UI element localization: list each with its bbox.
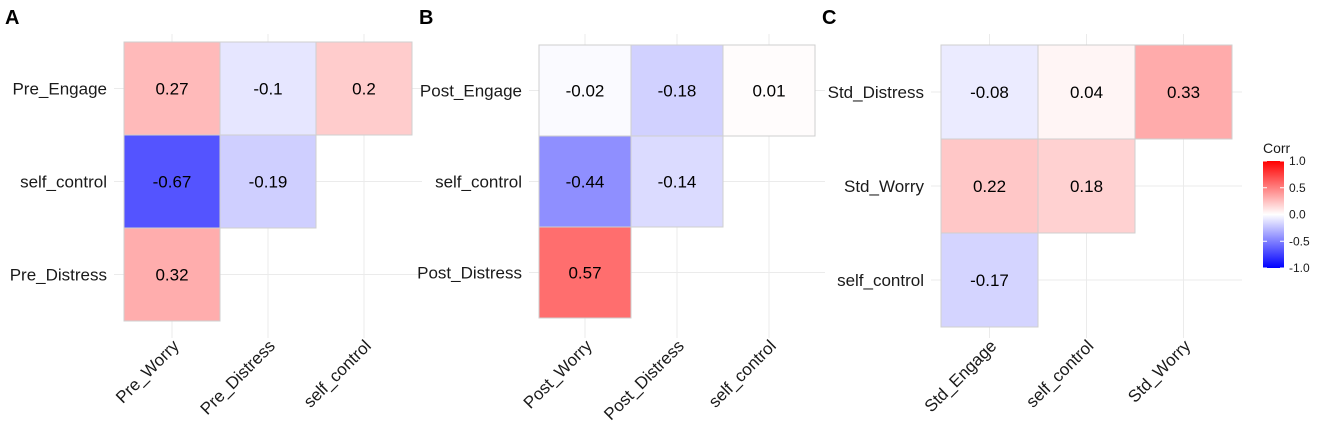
cell-value-label: -0.08 <box>970 83 1009 102</box>
y-axis-label: Pre_Distress <box>10 266 107 285</box>
cell-value-label: -0.67 <box>153 173 192 192</box>
legend-tick-label: 1.0 <box>1289 154 1306 168</box>
x-axis-label: Std_Worry <box>1124 336 1194 406</box>
cell-value-label: 0.57 <box>568 264 601 283</box>
cell-value-label: -0.14 <box>658 173 697 192</box>
y-axis-label: self_control <box>837 271 924 290</box>
heatmap-cell <box>630 44 724 137</box>
cell-value-label: -0.18 <box>658 82 697 101</box>
legend-tick-label: 0.0 <box>1289 208 1306 222</box>
color-legend: Corr 1.0 0.5 0.0 -0.5 -1.0 <box>1263 140 1310 275</box>
heatmap-cell <box>1037 44 1136 140</box>
panel-label: C <box>822 7 836 29</box>
x-axis-label: Post_Distress <box>600 336 688 424</box>
cell-value-label: -0.02 <box>566 82 605 101</box>
cell-value-label: 0.2 <box>352 80 376 99</box>
legend-title: Corr <box>1263 140 1291 156</box>
cell-value-label: 0.01 <box>752 82 785 101</box>
heatmap-cell <box>1134 44 1233 140</box>
cell-value-label: 0.32 <box>155 266 188 285</box>
heatmap-cell <box>538 226 632 319</box>
x-axis-label: self_control <box>300 336 375 411</box>
cell-value-label: 0.27 <box>155 80 188 99</box>
cell-value-label: 0.33 <box>1167 83 1200 102</box>
legend-tick-label: -1.0 <box>1289 261 1310 275</box>
x-axis-label: self_control <box>1022 336 1097 411</box>
heatmap-cell <box>722 44 816 137</box>
panel-a: A 0.27 -0.1 0.2 -0.67 -0.19 0.32 Pre_Engageself… <box>5 7 422 419</box>
y-axis-label: Post_Distress <box>417 264 522 283</box>
y-axis-label: Std_Distress <box>828 83 924 102</box>
heatmap-cell <box>538 135 632 228</box>
legend-tick-label: -0.5 <box>1289 234 1310 248</box>
heatmap-cell <box>940 44 1039 140</box>
heatmap-cell <box>123 134 221 229</box>
x-axis-label: self_control <box>705 336 780 411</box>
y-axis-label: self_control <box>20 173 107 192</box>
cell-value-label: 0.18 <box>1070 177 1103 196</box>
heatmap-cell <box>315 41 413 136</box>
cell-value-label: 0.04 <box>1070 83 1103 102</box>
y-axis-label: Post_Engage <box>420 82 522 101</box>
heatmap-cell <box>940 138 1039 234</box>
legend-color-bar <box>1263 161 1284 268</box>
heatmap-cell <box>538 44 632 137</box>
heatmap-cell <box>940 232 1039 328</box>
panel-b: B -0.02 -0.18 0.01 -0.44 -0.14 0.57 Post_Engage… <box>417 7 825 424</box>
cell-value-label: 0.22 <box>973 177 1006 196</box>
legend-tick-label: 0.5 <box>1289 181 1306 195</box>
y-axis-label: self_control <box>435 173 522 192</box>
cell-value-label: -0.44 <box>566 173 605 192</box>
cell-value-label: -0.19 <box>249 173 288 192</box>
cell-value-label: -0.17 <box>970 271 1009 290</box>
heatmap-cell <box>219 134 317 229</box>
cell-value-label: -0.1 <box>253 80 282 99</box>
x-axis-label: Std_Engage <box>921 336 1001 416</box>
y-axis-label: Pre_Engage <box>12 80 107 99</box>
x-axis-label: Pre_Worry <box>112 336 183 407</box>
x-axis-label: Post_Worry <box>520 336 596 412</box>
x-axis-label: Pre_Distress <box>197 336 279 418</box>
panel-c: C -0.08 0.04 0.33 0.22 0.18 -0.17 Std_Distress S… <box>822 7 1242 416</box>
heatmap-cell <box>630 135 724 228</box>
y-axis-label: Std_Worry <box>844 177 924 196</box>
heatmap-cell <box>1037 138 1136 234</box>
heatmap-cell <box>123 227 221 322</box>
panel-label: B <box>419 7 433 29</box>
panel-label: A <box>5 7 19 29</box>
